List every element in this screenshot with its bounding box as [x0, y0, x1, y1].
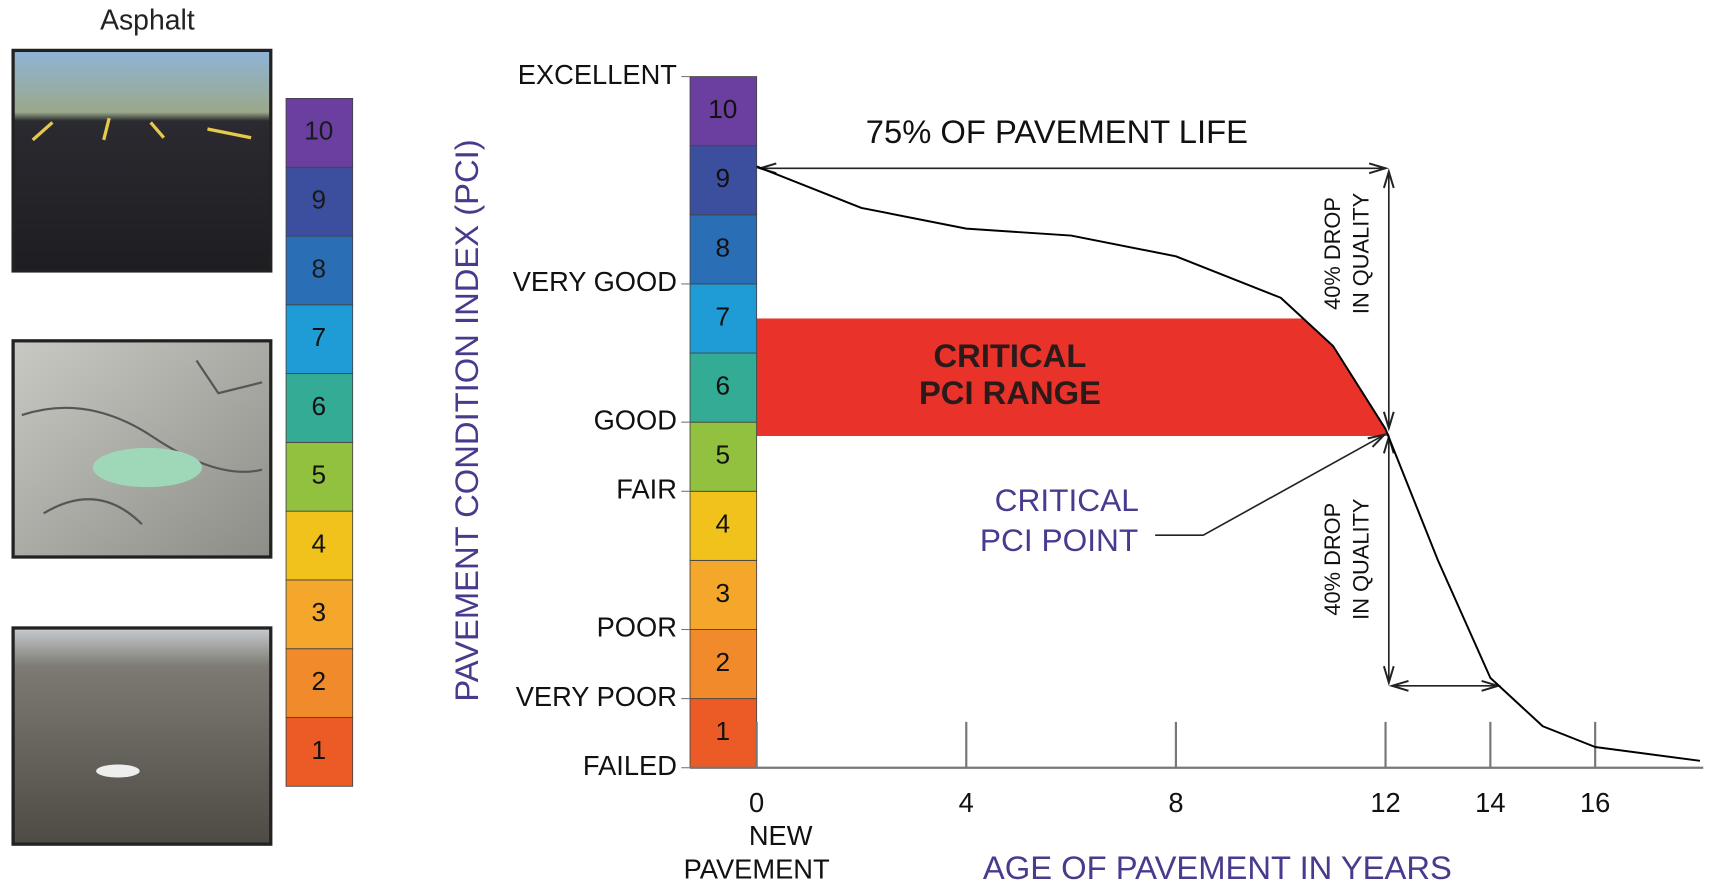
axis-scale-label: 5	[716, 440, 731, 470]
y-tick-label: EXCELLENT	[518, 59, 678, 90]
scale-label: 1	[312, 735, 327, 765]
scale-label: 10	[304, 116, 333, 146]
axis-scale-label: 6	[716, 371, 731, 401]
x-tick-label: 4	[959, 787, 974, 818]
scale-label: 9	[312, 185, 327, 215]
scale-label: 6	[312, 391, 327, 421]
axis-scale-label: 4	[716, 509, 731, 539]
x-note: NEW	[749, 820, 813, 851]
axis-scale-label: 9	[716, 163, 731, 193]
x-tick-label: 16	[1580, 787, 1610, 818]
photo-patch	[93, 448, 202, 487]
drop-label: IN QUALITY	[1348, 498, 1373, 620]
y-tick-label: FAILED	[583, 750, 677, 781]
scale-label: 3	[312, 597, 327, 627]
point-label: PCI POINT	[980, 522, 1138, 558]
range-label: PCI RANGE	[919, 374, 1101, 411]
drop-label: 40% DROP	[1320, 503, 1345, 616]
panel-title: Asphalt	[100, 5, 195, 37]
x-note: PAVEMENT	[684, 854, 830, 885]
pci-curve	[757, 166, 1700, 760]
axis-scale-label: 8	[716, 232, 731, 262]
scale-label: 7	[312, 322, 327, 352]
drop-label: IN QUALITY	[1348, 192, 1373, 314]
life-label: 75% OF PAVEMENT LIFE	[866, 113, 1248, 150]
critical-range	[757, 318, 1700, 435]
range-label: CRITICAL	[934, 337, 1087, 374]
x-tick-label: 8	[1168, 787, 1183, 818]
axis-scale-label: 2	[716, 647, 731, 677]
x-tick-label: 0	[749, 787, 764, 818]
photos: Asphalt	[13, 5, 271, 845]
y-axis-title: PAVEMENT CONDITION INDEX (PCI)	[448, 139, 485, 701]
chart: Asphalt PAVEMENT CONDITION INDEX (PCI) A…	[0, 0, 1712, 888]
y-tick-label: VERY POOR	[516, 681, 677, 712]
axis-scale-label: 3	[716, 578, 731, 608]
photo-failed	[13, 628, 271, 844]
scale-label: 4	[312, 528, 327, 558]
scale-label: 2	[312, 666, 327, 696]
axis-scale-label: 10	[708, 94, 737, 124]
point-label: CRITICAL	[995, 482, 1139, 518]
y-tick-label: FAIR	[616, 473, 677, 504]
photo-new	[13, 50, 271, 271]
axis-scale-label: 1	[716, 716, 731, 746]
x-tick-label: 12	[1370, 787, 1400, 818]
drop-label: 40% DROP	[1320, 197, 1345, 310]
y-tick-label: VERY GOOD	[513, 266, 677, 297]
x-axis-title: AGE OF PAVEMENT IN YEARS	[983, 849, 1452, 886]
photo-pothole	[96, 764, 140, 777]
scale-label: 5	[312, 460, 327, 490]
x-tick-label: 14	[1475, 787, 1505, 818]
y-tick-label: GOOD	[594, 404, 677, 435]
y-tick-label: POOR	[597, 612, 677, 643]
axis-scale-label: 7	[716, 301, 731, 331]
scale-label: 8	[312, 253, 327, 283]
